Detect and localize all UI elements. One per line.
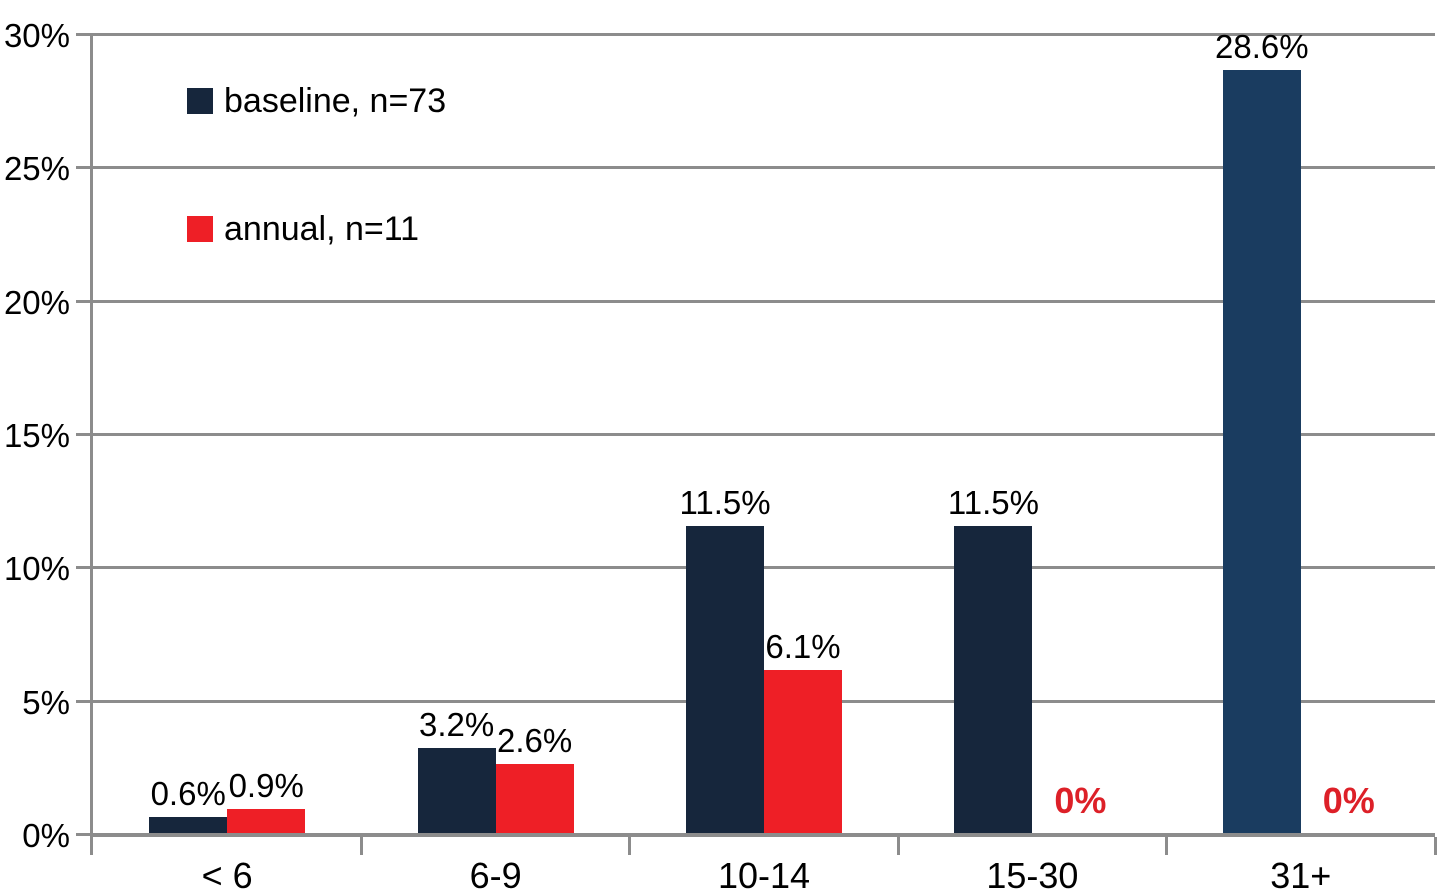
bar-baseline-< 6 — [149, 817, 228, 833]
y-axis-tick-mark — [76, 166, 93, 170]
legend-label-baseline: baseline, n=73 — [224, 82, 447, 120]
x-axis-tick-mark — [896, 837, 900, 855]
data-label-annual: 0.9% — [228, 767, 304, 804]
bar-annual-10-14 — [764, 670, 842, 833]
bar-baseline-6-9 — [417, 747, 496, 833]
y-axis-tick-label: 15% — [3, 417, 70, 454]
y-axis-tick-mark — [76, 33, 93, 36]
y-axis-line — [90, 33, 93, 855]
x-axis-category-label: 10-14 — [717, 855, 811, 894]
x-axis-tick-mark — [1433, 837, 1437, 855]
y-axis-tick-mark — [76, 699, 93, 703]
y-axis-tick-mark — [76, 299, 93, 303]
data-label-baseline: 0.6% — [150, 775, 226, 812]
bar-baseline-15-30 — [954, 526, 1033, 833]
gridline-25% — [93, 166, 1435, 170]
y-axis-tick-mark — [76, 433, 93, 436]
x-axis-category-label: 15-30 — [986, 855, 1079, 894]
y-axis-tick-label: 20% — [3, 283, 70, 321]
gridline-20% — [93, 299, 1435, 303]
legend-swatch-annual — [187, 216, 213, 242]
data-label-baseline: 3.2% — [418, 705, 495, 743]
legend-label-annual: annual, n=11 — [224, 210, 420, 248]
gridline-15% — [93, 433, 1435, 436]
y-axis-tick-label: 25% — [3, 150, 70, 188]
x-axis-category-label: < 6 — [201, 855, 253, 894]
data-label-baseline: 28.6% — [1215, 28, 1309, 66]
y-axis-tick-mark — [76, 566, 93, 570]
y-axis-tick-label: 10% — [3, 550, 70, 588]
x-axis-category-label: 31+ — [1270, 855, 1332, 894]
y-axis-tick-label: 5% — [22, 683, 70, 721]
x-axis-tick-mark — [1165, 837, 1169, 855]
gridline-10% — [93, 566, 1435, 570]
bar-baseline-31+ — [1222, 70, 1301, 833]
y-axis-tick-label: 30% — [3, 17, 70, 54]
data-label-annual: 6.1% — [765, 628, 841, 666]
y-axis-tick-label: 0% — [22, 817, 70, 854]
bar-annual-6-9 — [495, 763, 574, 833]
x-axis-category-label: 6-9 — [469, 855, 522, 894]
gridline-30% — [93, 33, 1435, 36]
x-axis-tick-mark — [359, 837, 363, 855]
gridline-0% — [93, 833, 1435, 837]
data-label-annual: 2.6% — [496, 721, 573, 759]
data-label-baseline: 11.5% — [679, 484, 771, 522]
x-axis-tick-mark — [628, 837, 632, 855]
data-label-baseline: 11.5% — [947, 484, 1039, 522]
zero-label-annual: 0% — [1054, 780, 1107, 821]
legend-swatch-baseline — [187, 88, 213, 114]
zero-label-annual: 0% — [1322, 780, 1375, 821]
bar-baseline-10-14 — [686, 526, 764, 833]
y-axis-tick-mark — [76, 833, 93, 836]
bar-annual-< 6 — [227, 809, 306, 833]
